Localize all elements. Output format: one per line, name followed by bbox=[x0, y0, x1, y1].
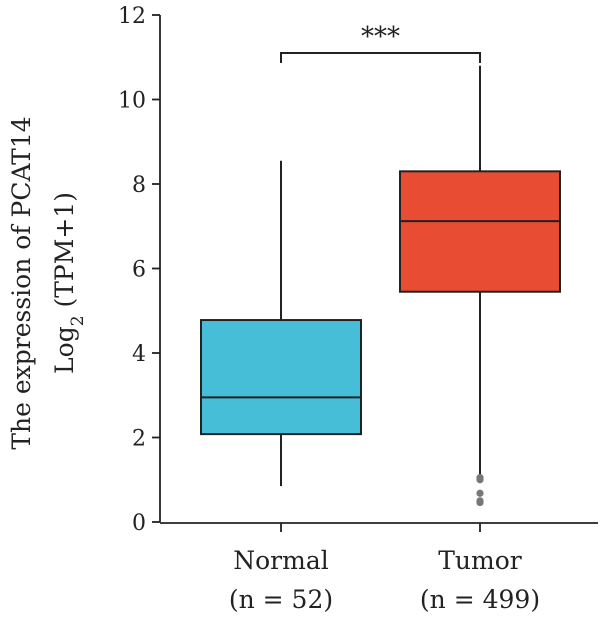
box-tumor bbox=[399, 65, 561, 507]
y-axis-title: The expression of PCAT14 Log2 (TPM+1) bbox=[7, 116, 88, 449]
significance-label: *** bbox=[361, 22, 400, 52]
x-category-label: Normal bbox=[233, 546, 328, 575]
y-tick-label: 12 bbox=[118, 4, 146, 29]
y-tick-label: 4 bbox=[132, 342, 146, 367]
box-normal bbox=[200, 160, 362, 487]
y-tick-label: 0 bbox=[132, 511, 146, 536]
plot-area: *** bbox=[200, 22, 561, 507]
y-tick-label: 8 bbox=[132, 173, 146, 198]
y-tick-label: 2 bbox=[132, 427, 146, 452]
y-axis-title-line2: Log2 (TPM+1) bbox=[50, 192, 88, 374]
y-tick-label: 10 bbox=[118, 89, 146, 114]
axes: 0 2 4 6 8 10 12 Normal (n = 52) Tumor (n = 499) bbox=[118, 4, 598, 614]
significance-bracket bbox=[280, 52, 481, 63]
outlier-point bbox=[476, 489, 484, 497]
outlier-point bbox=[476, 498, 484, 507]
x-category-n-label: (n = 499) bbox=[420, 585, 540, 614]
x-category-label: Tumor bbox=[438, 546, 522, 575]
box-iqr bbox=[399, 170, 561, 293]
x-category-n-label: (n = 52) bbox=[229, 585, 333, 614]
y-axis-title-line1: The expression of PCAT14 bbox=[7, 116, 36, 449]
box-iqr bbox=[200, 319, 362, 436]
y-tick-label: 6 bbox=[132, 258, 146, 283]
outlier-point bbox=[476, 476, 484, 484]
